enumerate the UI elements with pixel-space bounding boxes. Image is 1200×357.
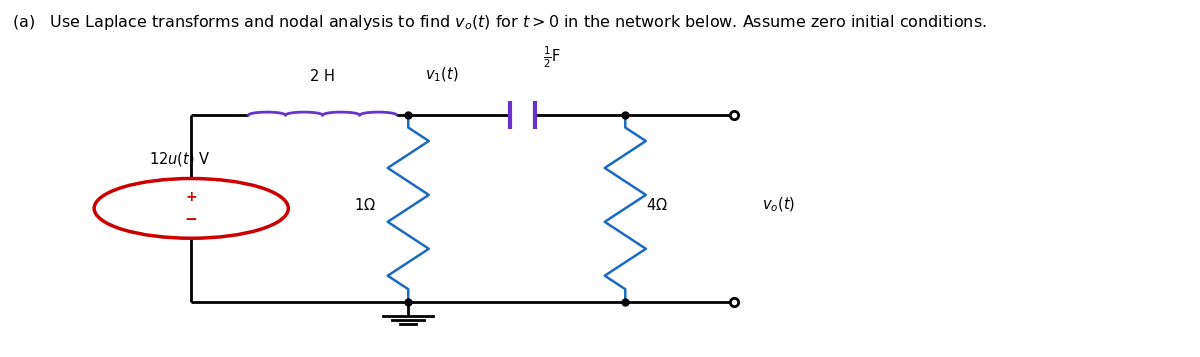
Text: $v_1(t)$: $v_1(t)$	[425, 65, 458, 84]
Text: +: +	[186, 190, 197, 204]
Text: −: −	[185, 212, 198, 227]
Text: 1$\Omega$: 1$\Omega$	[354, 197, 377, 213]
Text: 2 H: 2 H	[310, 69, 335, 84]
Text: $\frac{1}{2}$F: $\frac{1}{2}$F	[544, 44, 560, 70]
Text: (a)   Use Laplace transforms and nodal analysis to find $v_o(t)$ for $t > 0$ in : (a) Use Laplace transforms and nodal ana…	[12, 13, 986, 32]
Text: $v_o(t)$: $v_o(t)$	[762, 196, 796, 214]
Text: 12$u(t)$ V: 12$u(t)$ V	[149, 150, 211, 168]
Text: 4$\Omega$: 4$\Omega$	[646, 197, 667, 213]
